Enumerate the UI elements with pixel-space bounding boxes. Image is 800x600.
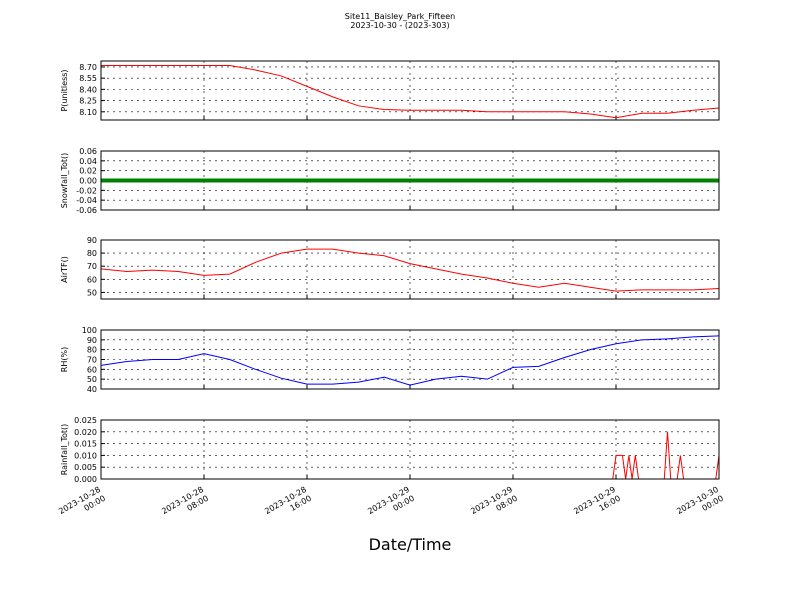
plot-frame [100,60,720,121]
y-tick-label: 0.06 [79,147,97,156]
y-tick-label: 70 [87,356,97,365]
y-axis-label: Rainfall_Tot() [60,424,69,476]
y-tick-label: 60 [87,275,97,284]
y-tick-label: 8.70 [79,63,97,72]
y-tick-label: 8.25 [79,97,97,106]
y-tick-label: 0.020 [74,428,97,437]
y-tick-label: 0.005 [74,463,97,472]
y-tick-label: 50 [87,288,97,297]
y-tick-label: 0.000 [74,475,97,484]
y-tick-label: -0.04 [76,196,97,205]
y-axis-label: P(unitless) [60,69,69,111]
y-tick-label: -0.02 [76,186,97,195]
y-tick-label: 60 [87,365,97,374]
plot-frame [100,150,720,211]
y-tick-label: -0.06 [76,206,97,215]
x-axis-label: Date/Time [369,535,452,554]
y-tick-label: 70 [87,262,97,271]
y-tick-label: 8.55 [79,74,97,83]
y-axis-label: RH(%) [60,347,69,372]
y-tick-label: 0.00 [79,177,97,186]
data-line [101,64,720,119]
y-tick-label: 50 [87,375,97,384]
y-tick-label: 100 [82,326,97,335]
chart-subtitle: 2023-10-30 - (2023-303) [350,21,449,30]
plot-frame [100,239,720,300]
y-tick-label: 40 [87,385,97,394]
y-tick-label: 0.010 [74,451,97,460]
data-line [100,248,720,292]
y-tick-label: 90 [87,236,97,245]
y-tick-label: 0.025 [74,416,97,425]
y-axis-label: Snowfall_Tot() [60,153,69,209]
y-tick-label: 0.04 [79,157,97,166]
data-line [100,335,720,386]
plot-frame [100,329,720,390]
y-tick-label: 80 [87,249,97,258]
y-tick-label: 80 [87,346,97,355]
y-tick-label: 0.015 [74,440,97,449]
plot-frame [100,419,720,480]
y-tick-label: 8.10 [79,108,97,117]
y-tick-label: 90 [87,336,97,345]
y-tick-label: 0.02 [79,167,97,176]
y-axis-label: AirTF() [60,256,69,283]
chart-title: Site11_Baisley_Park_Fifteen [345,12,455,21]
y-tick-label: 8.40 [79,85,97,94]
